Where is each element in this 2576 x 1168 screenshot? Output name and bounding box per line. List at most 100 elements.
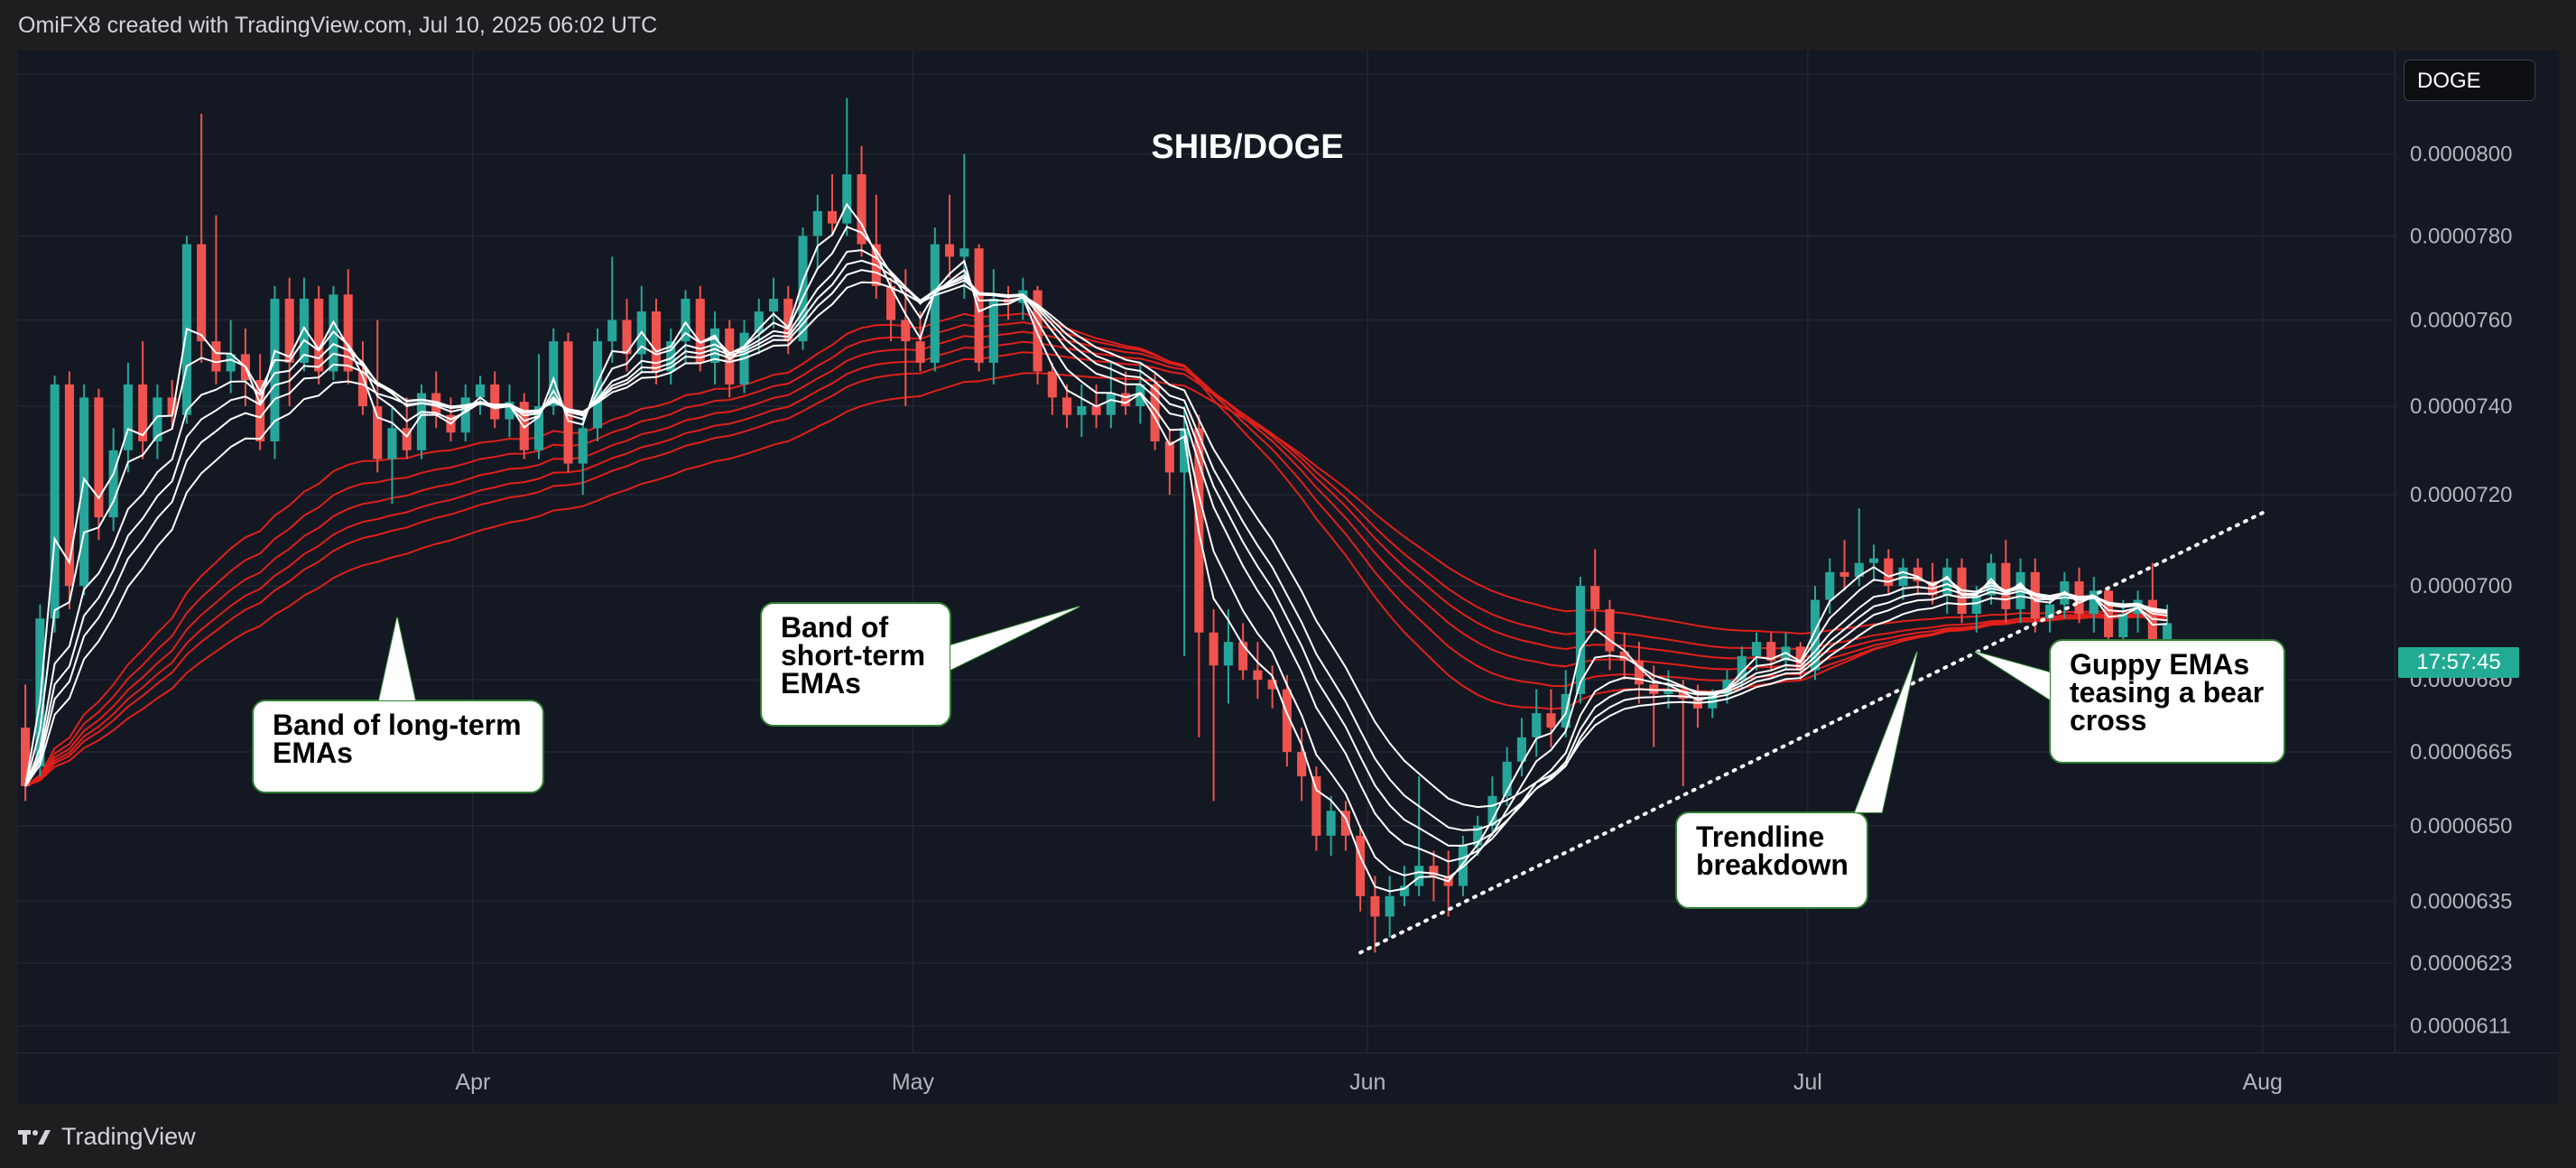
candle-up xyxy=(416,384,426,459)
callout-text: breakdown xyxy=(1696,848,1849,881)
candle-body xyxy=(1942,567,1952,596)
time-scale[interactable] xyxy=(18,1052,2558,1104)
candle-body xyxy=(1429,866,1439,876)
candle-down xyxy=(1839,540,1849,591)
candle-down xyxy=(211,215,221,385)
candle-up xyxy=(1516,718,1526,777)
candle-down xyxy=(1356,825,1366,912)
candle-body xyxy=(1590,586,1600,609)
callout-pointer-fill xyxy=(950,607,1080,670)
callout-text: cross xyxy=(2070,704,2146,737)
candle-down xyxy=(94,388,104,541)
x-tick-labels: Apr May Jun Jul Aug xyxy=(455,1070,2283,1095)
candle-body xyxy=(754,311,764,333)
callout-text: teasing a bear xyxy=(2070,676,2264,709)
candle-up xyxy=(988,269,998,385)
candle-body xyxy=(1884,558,1894,587)
candle-body xyxy=(1340,811,1350,836)
candle-body xyxy=(1605,608,1615,652)
candle-body xyxy=(842,174,852,224)
y-tick-label: 0.0000760 xyxy=(2410,308,2512,332)
candle-down xyxy=(1370,876,1380,953)
candle-down xyxy=(402,397,412,459)
candle-body xyxy=(2163,623,2173,643)
candle-body xyxy=(2147,599,2157,643)
y-tick-label: 0.0000635 xyxy=(2410,889,2512,913)
candle-down xyxy=(828,174,838,236)
candles xyxy=(21,97,2173,953)
price-scale[interactable] xyxy=(2395,51,2559,1052)
y-tick-labels: 0.00008200.00008000.00007800.00007600.00… xyxy=(2410,62,2512,1038)
candle-body xyxy=(299,298,309,363)
candle-body xyxy=(1575,586,1585,694)
candle-up xyxy=(1751,632,1762,671)
callout-text: short-term xyxy=(781,639,925,672)
candle-up xyxy=(79,384,89,596)
candle-body xyxy=(959,248,969,257)
candle-up xyxy=(768,277,779,329)
candle-up xyxy=(108,428,118,532)
callout-text: Trendline xyxy=(1696,820,1824,853)
candle-up xyxy=(842,97,852,236)
x-tick-label: Apr xyxy=(455,1070,490,1095)
candle-down xyxy=(431,371,441,429)
candle-down xyxy=(490,371,500,429)
candle-down xyxy=(1590,549,1600,633)
candle-up xyxy=(1077,384,1087,438)
short-term-ema-line xyxy=(24,202,2168,893)
candle-body xyxy=(1164,440,1174,473)
candle-up xyxy=(1868,544,1879,582)
candle-body xyxy=(2045,604,2055,619)
candle-up xyxy=(812,194,822,270)
candle-up xyxy=(1473,815,1483,857)
candle-body xyxy=(94,397,104,518)
candle-up xyxy=(798,227,808,350)
symbol-scale-label[interactable]: DOGE xyxy=(2404,60,2535,101)
candle-body xyxy=(1532,713,1542,737)
candle-body xyxy=(622,320,632,355)
chart-attribution: OmiFX8 created with TradingView.com, Jul… xyxy=(18,13,658,38)
y-tick-label: 0.0000665 xyxy=(2410,740,2512,765)
candle-body xyxy=(651,311,662,372)
long-term-ema-line xyxy=(24,312,2168,787)
candle-body xyxy=(255,380,265,441)
callout-box xyxy=(1675,811,1868,909)
candle-up xyxy=(1854,508,1864,587)
candle-up xyxy=(930,227,940,372)
candle-up xyxy=(1502,746,1512,806)
candle-body xyxy=(2118,614,2128,637)
candle-body xyxy=(681,298,690,342)
candle-body xyxy=(1238,642,1248,671)
candle-body xyxy=(945,244,955,257)
tradingview-logo[interactable]: TradingView xyxy=(18,1123,196,1151)
candle-body xyxy=(167,397,177,415)
candle-up xyxy=(1898,558,1908,600)
candle-down xyxy=(1062,384,1072,429)
candle-body xyxy=(1795,646,1805,671)
candle-body xyxy=(211,341,221,372)
candle-body xyxy=(357,371,367,407)
candle-body xyxy=(1516,737,1526,762)
candle-body xyxy=(505,402,514,420)
callout-text: EMAs xyxy=(273,737,353,769)
candle-body xyxy=(460,397,470,433)
candle-down xyxy=(651,298,662,385)
candle-down xyxy=(1311,766,1321,851)
candle-body xyxy=(1385,895,1395,917)
candle-body xyxy=(1414,866,1424,886)
candle-body xyxy=(798,236,808,342)
candle-body xyxy=(563,341,573,464)
candle-body xyxy=(1077,406,1087,415)
candle-body xyxy=(50,384,60,619)
candle-body xyxy=(974,248,984,363)
candle-down xyxy=(1121,371,1131,415)
candle-body xyxy=(138,384,148,441)
candle-body xyxy=(226,354,236,372)
candle-body xyxy=(21,728,31,786)
candle-up xyxy=(50,375,60,633)
candle-up xyxy=(1414,776,1424,896)
candle-body xyxy=(1121,393,1131,407)
